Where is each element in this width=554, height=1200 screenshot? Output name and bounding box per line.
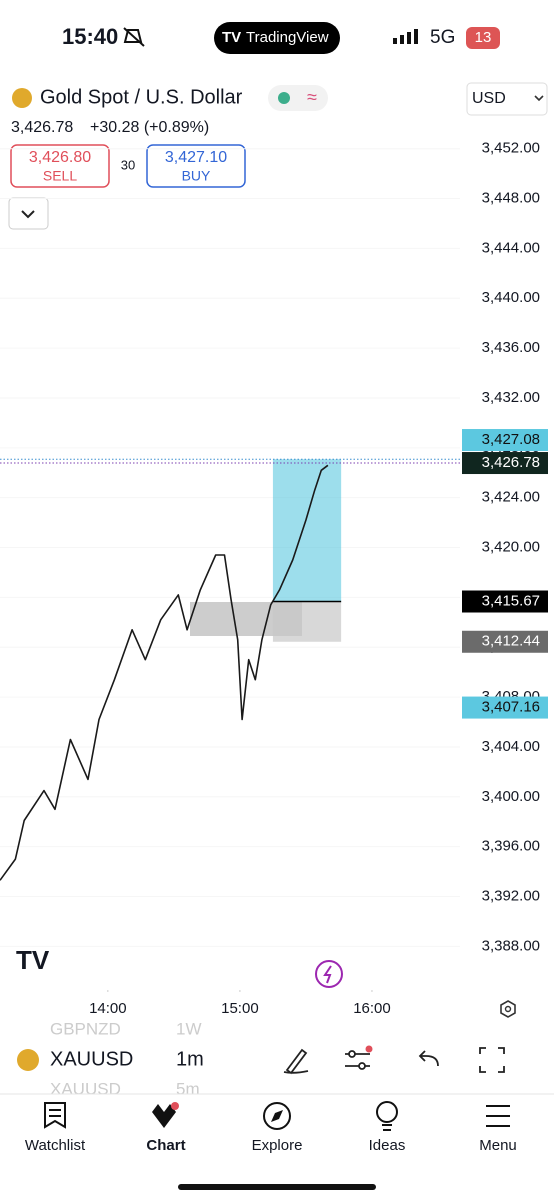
explore-icon <box>263 1102 291 1130</box>
x-tick-label: 15:00 <box>221 1000 259 1017</box>
price-label: 3,426.78 <box>482 454 540 471</box>
drawing-tool[interactable] <box>283 1048 309 1075</box>
currency[interactable]: USD <box>472 90 506 107</box>
nav-label[interactable]: Ideas <box>369 1137 406 1154</box>
ideas-base <box>382 1124 392 1131</box>
network: 5G <box>430 27 455 48</box>
mute-icon <box>123 27 145 47</box>
y-tick-label: 3,400.00 <box>482 788 540 805</box>
currency-select[interactable] <box>466 82 548 116</box>
price-label: 3,415.67 <box>482 592 540 609</box>
symbol-name[interactable]: Gold Spot / U.S. Dollar <box>40 86 243 108</box>
symbol-icon <box>12 88 32 108</box>
change: +30.28 (+0.89%) <box>90 119 209 136</box>
battery-level: 13 <box>475 29 492 46</box>
buy-price[interactable]: 3,427.10 <box>165 149 227 166</box>
price-label: 3,407.16 <box>482 699 540 716</box>
y-tick-label: 3,392.00 <box>482 887 540 904</box>
y-tick-label: 3,404.00 <box>482 738 540 755</box>
y-tick-label: 3,452.00 <box>482 140 540 157</box>
fullscreen-button[interactable] <box>479 1047 505 1073</box>
buy-label[interactable]: BUY <box>182 168 211 184</box>
position-stop <box>272 601 342 642</box>
last-price: 3,426.78 <box>11 119 73 136</box>
ghost-symbol: XAUUSD <box>50 1079 121 1098</box>
symbol-icon <box>17 1049 39 1071</box>
price-label-box <box>462 429 548 452</box>
price-line <box>0 464 329 881</box>
nav-label[interactable]: Chart <box>146 1137 185 1154</box>
toolbar-interval[interactable]: 1m <box>176 1048 204 1070</box>
x-tick-label: 14:00 <box>89 1000 127 1017</box>
app-pill <box>214 22 340 54</box>
delayed-icon: ≈ <box>307 87 317 107</box>
price-label-box <box>462 630 548 653</box>
y-tick-label: 3,424.00 <box>482 489 540 506</box>
replay-icon <box>323 965 332 984</box>
bottom-nav: Watchlist Chart Explore Ideas Menu <box>25 1101 517 1154</box>
x-tick-label: 16:00 <box>353 1000 391 1017</box>
price-label-box <box>462 590 548 613</box>
market-open-dot <box>278 92 290 104</box>
ghost-symbol: GBPNZD <box>50 1019 121 1038</box>
tv-logo: TV <box>16 945 50 975</box>
undo-button[interactable] <box>418 1050 439 1067</box>
clock: 15:40 <box>62 24 118 49</box>
home-indicator <box>178 1184 376 1190</box>
y-tick-label: 3,448.00 <box>482 190 540 207</box>
collapse-icon <box>21 210 35 219</box>
replay-button[interactable] <box>315 960 343 988</box>
app-logo: TV <box>222 29 241 46</box>
signal <box>393 29 418 44</box>
watchlist-icon <box>44 1102 66 1129</box>
chart-icon <box>152 1104 176 1128</box>
nav-label[interactable]: Watchlist <box>25 1137 86 1154</box>
chart-plot <box>0 148 460 992</box>
toolbar-symbol[interactable]: XAUUSD <box>50 1048 133 1070</box>
status-pill <box>268 85 328 111</box>
y-tick-label: 3,436.00 <box>482 339 540 356</box>
sell-price[interactable]: 3,426.80 <box>29 149 91 166</box>
battery <box>466 27 500 49</box>
price-label-box <box>462 696 548 719</box>
y-tick-label: 3,432.00 <box>482 389 540 406</box>
dropdown-arrow <box>534 95 544 102</box>
app-name: TradingView <box>246 29 329 46</box>
settings-icon <box>504 1005 512 1013</box>
nav-label[interactable]: Explore <box>252 1137 303 1154</box>
indicators-button[interactable] <box>345 1050 370 1070</box>
price-label: 3,427.08 <box>482 431 540 448</box>
sell-button[interactable] <box>10 144 110 188</box>
menu-icon <box>486 1105 510 1127</box>
sell-label[interactable]: SELL <box>43 168 77 184</box>
ghost-interval: 1W <box>176 1019 202 1038</box>
settings-button[interactable] <box>500 1000 516 1018</box>
ghost-interval: 5m <box>176 1079 200 1098</box>
y-tick-label: 3,444.00 <box>482 239 540 256</box>
y-tick-label: 3,440.00 <box>482 289 540 306</box>
y-tick-label: 3,420.00 <box>482 539 540 556</box>
notification-dot <box>365 1045 373 1053</box>
spread: 30 <box>121 157 135 172</box>
buy-button[interactable] <box>146 144 246 188</box>
price-label: 3,412.44 <box>482 633 540 650</box>
nav-label[interactable]: Menu <box>479 1137 517 1154</box>
ideas-icon <box>376 1101 398 1123</box>
y-tick-label: 3,388.00 <box>482 937 540 954</box>
y-tick-label: 3,396.00 <box>482 838 540 855</box>
collapse-button[interactable] <box>8 197 49 230</box>
price-label-box <box>462 452 548 475</box>
explore-needle <box>271 1110 283 1122</box>
chart-badge <box>171 1102 179 1110</box>
